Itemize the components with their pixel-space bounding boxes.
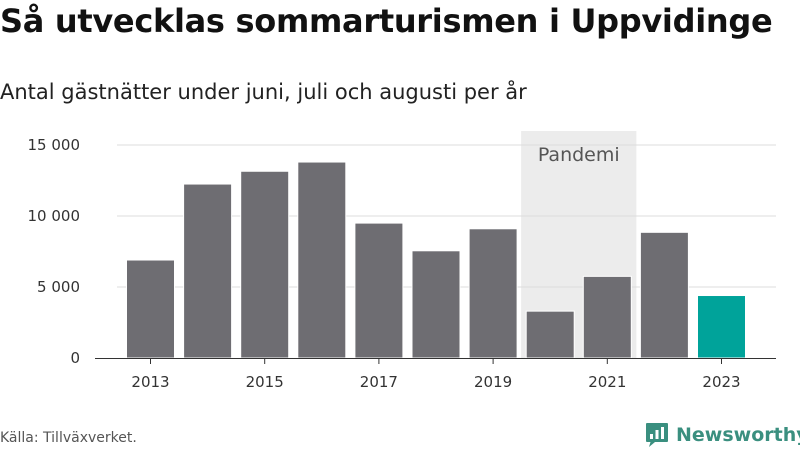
bar-2023 (697, 295, 746, 359)
source-note: Källa: Tillväxverket. (0, 430, 137, 446)
x-tick-label: 2019 (474, 373, 512, 391)
x-tick-label: 2017 (360, 373, 398, 391)
brand: Newsworthy (645, 420, 800, 450)
x-tick-label: 2023 (702, 373, 740, 391)
y-tick-label: 15 000 (28, 136, 81, 154)
y-tick-label: 5 000 (37, 278, 80, 296)
chart-title: Så utvecklas sommarturismen i Uppvidinge (0, 2, 773, 40)
bar-2016 (297, 161, 347, 359)
y-tick-label: 0 (70, 349, 80, 367)
bar-2022 (639, 231, 689, 359)
x-tick-label: 2015 (246, 373, 284, 391)
bar-2017 (354, 222, 404, 359)
pandemic-band-label: Pandemi (538, 144, 620, 166)
bar-2013 (126, 259, 175, 359)
y-tick-label: 10 000 (28, 207, 81, 225)
newsworthy-logo-icon (646, 423, 668, 447)
chart-subtitle: Antal gästnätter under juni, juli och au… (0, 80, 527, 104)
bar-2014 (183, 183, 233, 359)
bar-2018 (411, 250, 461, 359)
x-tick-label: 2021 (588, 373, 626, 391)
x-tick-label: 2013 (131, 373, 169, 391)
bar-2020 (525, 310, 575, 359)
brand-name: Newsworthy (676, 424, 800, 446)
bar-2015 (240, 170, 290, 359)
bar-chart: Pandemi 0 5 000 10 000 15 000 2013 2015 2017 201… (28, 131, 776, 391)
bar-2021 (582, 275, 632, 359)
bar-2019 (468, 228, 518, 359)
